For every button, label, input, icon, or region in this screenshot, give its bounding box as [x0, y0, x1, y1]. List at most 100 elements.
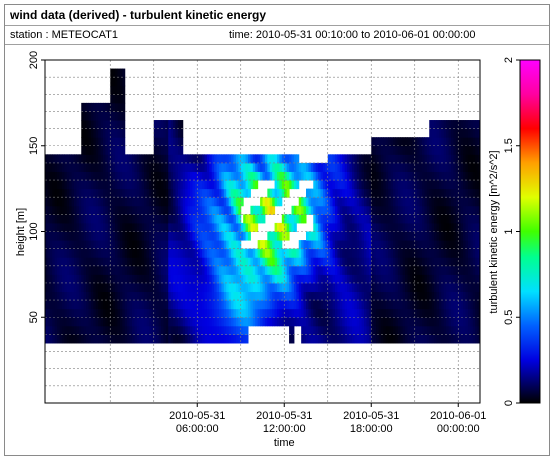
heatmap-cell — [443, 274, 447, 284]
heatmap-cell — [110, 265, 114, 275]
heatmap-cell — [122, 231, 126, 241]
heatmap-cell — [257, 214, 261, 224]
heatmap-cell — [187, 291, 191, 301]
heatmap-cell — [327, 274, 331, 284]
heatmap-cell — [129, 248, 133, 258]
heatmap-cell — [335, 222, 338, 232]
heatmap-cell — [400, 325, 404, 335]
heatmap-cell — [359, 222, 363, 232]
heatmap-cell — [255, 171, 259, 181]
heatmap-cell — [395, 188, 399, 198]
heatmap-cell — [337, 291, 341, 301]
heatmap-cell — [47, 205, 51, 215]
heatmap-cell — [267, 162, 271, 172]
heatmap-cell — [83, 282, 87, 293]
heatmap-cell — [45, 274, 48, 284]
colorbar-label: turbulent kinetic energy [m^2/s^2] — [488, 150, 500, 313]
heatmap-cell — [100, 137, 104, 147]
heatmap-cell — [88, 257, 92, 267]
heatmap-cell — [368, 205, 372, 215]
heatmap-cell — [156, 240, 160, 250]
heatmap-cell — [463, 120, 466, 130]
heatmap-cell — [112, 102, 116, 112]
heatmap-cell — [124, 257, 128, 267]
heatmap-cell — [151, 171, 155, 181]
heatmap-cell — [216, 248, 220, 258]
heatmap-cell — [105, 188, 109, 198]
heatmap-cell — [124, 162, 128, 172]
heatmap-cell — [243, 274, 247, 284]
heatmap-cell — [177, 188, 181, 198]
heatmap-cell — [472, 188, 476, 198]
heatmap-cell — [117, 162, 121, 172]
heatmap-cell — [284, 180, 288, 190]
heatmap-cell — [90, 300, 94, 310]
heatmap-cell — [470, 231, 474, 241]
heatmap-cell — [100, 274, 104, 284]
heatmap-cell — [448, 282, 452, 293]
heatmap-cell — [463, 308, 466, 318]
heatmap-cell — [61, 188, 65, 198]
heatmap-cell — [235, 240, 239, 250]
heatmap-cell — [66, 282, 70, 293]
heatmap-cell — [100, 111, 104, 121]
heatmap-cell — [185, 248, 189, 258]
heatmap-cell — [190, 300, 193, 310]
heatmap-cell — [100, 120, 104, 130]
heatmap-cell — [86, 154, 89, 164]
heatmap-cell — [407, 162, 411, 172]
heatmap-cell — [175, 162, 179, 172]
heatmap-cell — [190, 257, 193, 267]
heatmap-cell — [231, 291, 234, 301]
heatmap-cell — [434, 240, 437, 250]
heatmap-cell — [243, 162, 247, 172]
heatmap-cell — [257, 162, 261, 172]
heatmap-cell — [170, 308, 174, 318]
heatmap-cell — [209, 291, 213, 301]
heatmap-cell — [148, 205, 152, 215]
heatmap-cell — [235, 188, 239, 198]
heatmap-cell — [197, 291, 201, 301]
heatmap-cell — [337, 274, 341, 284]
heatmap-cell — [156, 274, 160, 284]
heatmap-cell — [361, 162, 365, 172]
heatmap-cell — [168, 222, 172, 232]
heatmap-cell — [293, 282, 297, 293]
heatmap-cell — [221, 240, 225, 250]
heatmap-cell — [306, 171, 309, 181]
heatmap-cell — [335, 231, 338, 241]
heatmap-cell — [76, 188, 80, 198]
heatmap-cell — [151, 154, 155, 164]
heatmap-cell — [453, 300, 457, 310]
heatmap-cell — [453, 231, 457, 241]
heatmap-cell — [228, 222, 232, 232]
heatmap-cell — [151, 274, 155, 284]
heatmap-cell — [289, 300, 292, 310]
heatmap-cell — [390, 162, 394, 172]
heatmap-cell — [424, 265, 428, 275]
heatmap-cell — [402, 265, 406, 275]
heatmap-cell — [163, 205, 167, 215]
heatmap-cell — [163, 317, 167, 327]
heatmap-cell — [132, 180, 135, 190]
heatmap-cell — [231, 171, 234, 181]
heatmap-cell — [405, 282, 408, 293]
heatmap-cell — [306, 334, 309, 344]
heatmap-cell — [175, 257, 179, 267]
heatmap-cell — [368, 231, 372, 241]
heatmap-cell — [417, 265, 421, 275]
heatmap-cell — [431, 334, 435, 344]
heatmap-cell — [248, 248, 251, 258]
heatmap-cell — [342, 180, 346, 190]
heatmap-cell — [463, 334, 466, 344]
heatmap-cell — [206, 154, 210, 164]
heatmap-cell — [458, 291, 462, 301]
heatmap-cell — [187, 154, 191, 164]
heatmap-cell — [112, 222, 116, 232]
heatmap-cell — [477, 162, 481, 172]
heatmap-cell — [373, 248, 377, 258]
heatmap-cell — [368, 334, 372, 344]
heatmap-cell — [158, 257, 162, 267]
heatmap-cell — [98, 120, 102, 130]
heatmap-cell — [185, 180, 189, 190]
